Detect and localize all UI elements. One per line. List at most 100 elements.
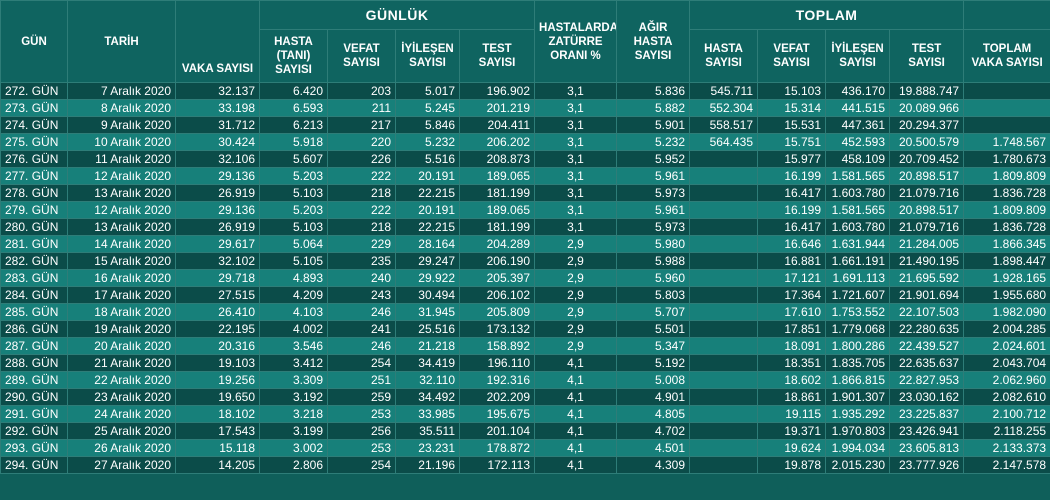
cell-total-iyilesen: 1.935.292 — [825, 405, 891, 423]
cell-total-hasta — [689, 405, 759, 423]
table-row: 281. GÜN 14 Aralık 2020 29.617 5.064 229 28.1… — [0, 235, 1050, 253]
cell-agir: 5.901 — [616, 116, 691, 134]
cell-daily-test: 173.132 — [458, 320, 536, 338]
cell-tarih: 20 Aralık 2020 — [67, 337, 176, 355]
cell-zaturre: 4,1 — [534, 371, 618, 389]
cell-toplam-vaka: 1.809.809 — [963, 167, 1050, 185]
cell-toplam-vaka: 1.982.090 — [963, 303, 1050, 321]
cell-total-hasta — [689, 218, 759, 236]
cell-daily-iyilesen: 20.191 — [395, 167, 460, 185]
cell-total-test: 22.827.953 — [889, 371, 965, 389]
cell-daily-vefat: 222 — [327, 201, 396, 219]
cell-zaturre: 2,9 — [534, 320, 618, 338]
cell-agir: 5.961 — [616, 201, 691, 219]
table-row: 289. GÜN 22 Aralık 2020 19.256 3.309 251 32.1… — [0, 371, 1050, 389]
cell-gun: 292. GÜN — [0, 422, 68, 440]
cell-gun: 280. GÜN — [0, 218, 68, 236]
cell-total-test: 23.605.813 — [889, 439, 965, 457]
cell-total-hasta — [689, 184, 759, 202]
header-daily-vefat: VEFAT SAYISI — [327, 29, 396, 83]
cell-vaka: 19.256 — [175, 371, 260, 389]
header-tarih: TARİH — [67, 0, 176, 83]
cell-total-iyilesen: 1.721.607 — [825, 286, 891, 304]
table-row: 290. GÜN 23 Aralık 2020 19.650 3.192 259 34.4… — [0, 388, 1050, 406]
cell-total-hasta — [689, 303, 759, 321]
cell-total-vefat: 17.851 — [757, 320, 827, 338]
header-vaka-sayisi: VAKA SAYISI — [175, 0, 260, 83]
cell-daily-vefat: 218 — [327, 218, 396, 236]
cell-daily-hasta: 4.002 — [259, 320, 328, 338]
cell-daily-hasta: 3.218 — [259, 405, 328, 423]
cell-tarih: 13 Aralık 2020 — [67, 184, 176, 202]
cell-gun: 287. GÜN — [0, 337, 68, 355]
cell-daily-vefat: 203 — [327, 82, 396, 100]
table-row: 283. GÜN 16 Aralık 2020 29.718 4.893 240 29.9… — [0, 269, 1050, 287]
cell-total-hasta — [689, 422, 759, 440]
cell-tarih: 17 Aralık 2020 — [67, 286, 176, 304]
cell-daily-test: 204.289 — [458, 235, 536, 253]
cell-total-hasta: 545.711 — [689, 82, 759, 100]
cell-daily-vefat: 246 — [327, 337, 396, 355]
cell-daily-iyilesen: 31.945 — [395, 303, 460, 321]
cell-toplam-vaka: 1.928.165 — [963, 269, 1050, 287]
cell-daily-vefat: 229 — [327, 235, 396, 253]
cell-daily-test: 181.199 — [458, 184, 536, 202]
cell-vaka: 20.316 — [175, 337, 260, 355]
cell-toplam-vaka — [963, 99, 1050, 117]
cell-daily-hasta: 2.806 — [259, 456, 328, 474]
cell-total-hasta — [689, 235, 759, 253]
cell-total-iyilesen: 1.581.565 — [825, 167, 891, 185]
cell-vaka: 17.543 — [175, 422, 260, 440]
cell-vaka: 29.136 — [175, 201, 260, 219]
cell-zaturre: 3,1 — [534, 184, 618, 202]
cell-total-vefat: 15.314 — [757, 99, 827, 117]
cell-agir: 4.805 — [616, 405, 691, 423]
cell-zaturre: 2,9 — [534, 252, 618, 270]
cell-daily-iyilesen: 21.196 — [395, 456, 460, 474]
cell-daily-test: 189.065 — [458, 201, 536, 219]
cell-zaturre: 3,1 — [534, 218, 618, 236]
cell-total-iyilesen: 1.581.565 — [825, 201, 891, 219]
cell-daily-vefat: 254 — [327, 456, 396, 474]
cell-total-iyilesen: 441.515 — [825, 99, 891, 117]
cell-gun: 288. GÜN — [0, 354, 68, 372]
cell-daily-hasta: 3.309 — [259, 371, 328, 389]
cell-total-iyilesen: 1.800.286 — [825, 337, 891, 355]
cell-daily-iyilesen: 20.191 — [395, 201, 460, 219]
cell-daily-iyilesen: 21.218 — [395, 337, 460, 355]
cell-total-hasta — [689, 439, 759, 457]
cell-tarih: 27 Aralık 2020 — [67, 456, 176, 474]
cell-gun: 275. GÜN — [0, 133, 68, 151]
header-total-test: TEST SAYISI — [889, 29, 965, 83]
cell-daily-iyilesen: 5.232 — [395, 133, 460, 151]
cell-gun: 293. GÜN — [0, 439, 68, 457]
cell-daily-iyilesen: 5.245 — [395, 99, 460, 117]
covid-stats-table: GÜN TARİH VAKA SAYISI GÜNLÜK HASTALARDA … — [0, 0, 1050, 474]
cell-total-vefat: 19.115 — [757, 405, 827, 423]
cell-total-vefat: 19.371 — [757, 422, 827, 440]
cell-daily-hasta: 5.203 — [259, 201, 328, 219]
cell-vaka: 29.617 — [175, 235, 260, 253]
cell-total-test: 22.107.503 — [889, 303, 965, 321]
cell-total-test: 23.225.837 — [889, 405, 965, 423]
cell-vaka: 26.919 — [175, 184, 260, 202]
cell-total-vefat: 19.878 — [757, 456, 827, 474]
cell-total-hasta — [689, 456, 759, 474]
cell-daily-iyilesen: 33.985 — [395, 405, 460, 423]
cell-agir: 5.501 — [616, 320, 691, 338]
cell-total-iyilesen: 1.603.780 — [825, 218, 891, 236]
cell-daily-hasta: 5.103 — [259, 184, 328, 202]
cell-agir: 5.192 — [616, 354, 691, 372]
cell-vaka: 19.103 — [175, 354, 260, 372]
cell-zaturre: 3,1 — [534, 133, 618, 151]
header-toplam-group: TOPLAM — [689, 0, 965, 30]
cell-total-hasta — [689, 167, 759, 185]
cell-agir: 5.347 — [616, 337, 691, 355]
cell-zaturre: 3,1 — [534, 201, 618, 219]
header-gunluk-group: GÜNLÜK — [258, 0, 536, 30]
cell-daily-hasta: 5.105 — [259, 252, 328, 270]
cell-agir: 4.702 — [616, 422, 691, 440]
cell-daily-vefat: 211 — [327, 99, 396, 117]
cell-daily-test: 181.199 — [458, 218, 536, 236]
cell-daily-test: 192.316 — [458, 371, 536, 389]
